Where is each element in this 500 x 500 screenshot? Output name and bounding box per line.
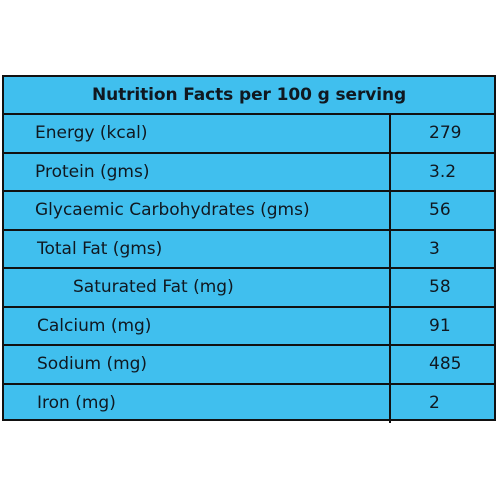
row-value: 3 [429, 238, 440, 259]
table-row-sodium: Sodium (mg) 485 [4, 346, 494, 385]
row-value: 485 [429, 354, 462, 374]
row-label: Iron (mg) [4, 384, 391, 423]
table-row-total-fat: Total Fat (gms) 3 [4, 230, 494, 269]
row-value: 279 [429, 123, 462, 143]
row-label: Energy (kcal) [4, 115, 391, 152]
table-title: Nutrition Facts per 100 g serving [4, 77, 494, 115]
row-label: Calcium (mg) [4, 307, 391, 344]
row-label: Saturated Fat (mg) [4, 269, 391, 306]
row-value: 58 [429, 277, 451, 297]
row-label: Glycaemic Carbohydrates (gms) [4, 192, 391, 229]
nutrition-facts-table: Nutrition Facts per 100 g serving Energy… [2, 75, 496, 423]
table-row-iron: Iron (mg) 2 [4, 384, 494, 423]
row-label: Total Fat (gms) [4, 230, 391, 267]
row-label: Protein (gms) [4, 153, 391, 190]
table-row-calcium: Calcium (mg) 91 [4, 307, 494, 346]
row-value: 3.2 [429, 161, 457, 182]
row-value: 56 [429, 200, 451, 220]
row-value: 91 [429, 315, 451, 336]
row-label: Sodium (mg) [4, 346, 391, 383]
table-row-energy: Energy (kcal) 279 [4, 115, 494, 154]
table-row-protein: Protein (gms) 3.2 [4, 153, 494, 192]
row-value: 2 [429, 392, 440, 413]
table-row-carbohydrates: Glycaemic Carbohydrates (gms) 56 [4, 192, 494, 231]
table-row-saturated-fat: Saturated Fat (mg) 58 [4, 269, 494, 308]
